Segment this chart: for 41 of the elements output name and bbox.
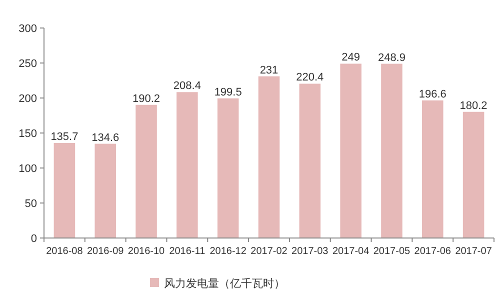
y-tick-label: 200 (18, 93, 37, 105)
bar (176, 92, 198, 238)
data-label: 231 (260, 64, 278, 76)
data-label: 196.6 (418, 88, 446, 100)
x-tick-label: 2016-08 (46, 246, 84, 257)
data-label: 134.6 (92, 132, 120, 144)
y-tick-label: 150 (18, 128, 37, 140)
data-label: 249 (342, 52, 360, 64)
bar (422, 100, 444, 238)
data-label: 180.2 (460, 100, 488, 112)
legend-label: 风力发电量（亿千瓦时） (164, 277, 285, 290)
x-tick-label: 2017-05 (373, 246, 411, 257)
x-tick-label: 2016-09 (87, 246, 124, 257)
x-tick-label: 2017-04 (332, 246, 370, 257)
y-tick-label: 300 (18, 23, 37, 35)
data-label: 220.4 (296, 72, 324, 84)
y-tick-label: 50 (24, 198, 37, 210)
x-tick-label: 2016-10 (128, 246, 166, 257)
data-label: 208.4 (173, 80, 201, 92)
data-label: 248.9 (378, 52, 406, 64)
x-tick-label: 2017-07 (455, 246, 492, 257)
bar (462, 112, 484, 238)
y-tick-label: 0 (30, 233, 37, 245)
bar (381, 64, 402, 238)
bar (54, 143, 76, 238)
bar (299, 84, 321, 238)
bar (136, 104, 157, 238)
x-tick-label: 2017-02 (250, 246, 288, 257)
bar (258, 76, 280, 238)
x-tick-label: 2017-03 (292, 246, 329, 257)
x-tick-label: 2016-11 (169, 246, 206, 257)
bar (340, 64, 362, 238)
data-label: 190.2 (132, 92, 160, 105)
y-tick-label: 250 (18, 58, 37, 70)
y-tick-label: 100 (18, 163, 37, 175)
data-label: 135.7 (50, 131, 78, 144)
bar (217, 98, 239, 238)
data-label: 199.5 (214, 86, 242, 98)
x-tick-label: 2017-06 (414, 246, 452, 257)
bar (94, 144, 116, 238)
x-tick-label: 2016-12 (210, 246, 247, 257)
